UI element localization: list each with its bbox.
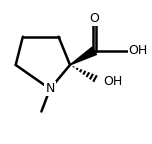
Text: N: N: [45, 83, 55, 95]
Text: OH: OH: [103, 75, 122, 88]
Polygon shape: [70, 47, 97, 65]
Text: O: O: [89, 12, 99, 25]
Text: OH: OH: [129, 44, 148, 57]
